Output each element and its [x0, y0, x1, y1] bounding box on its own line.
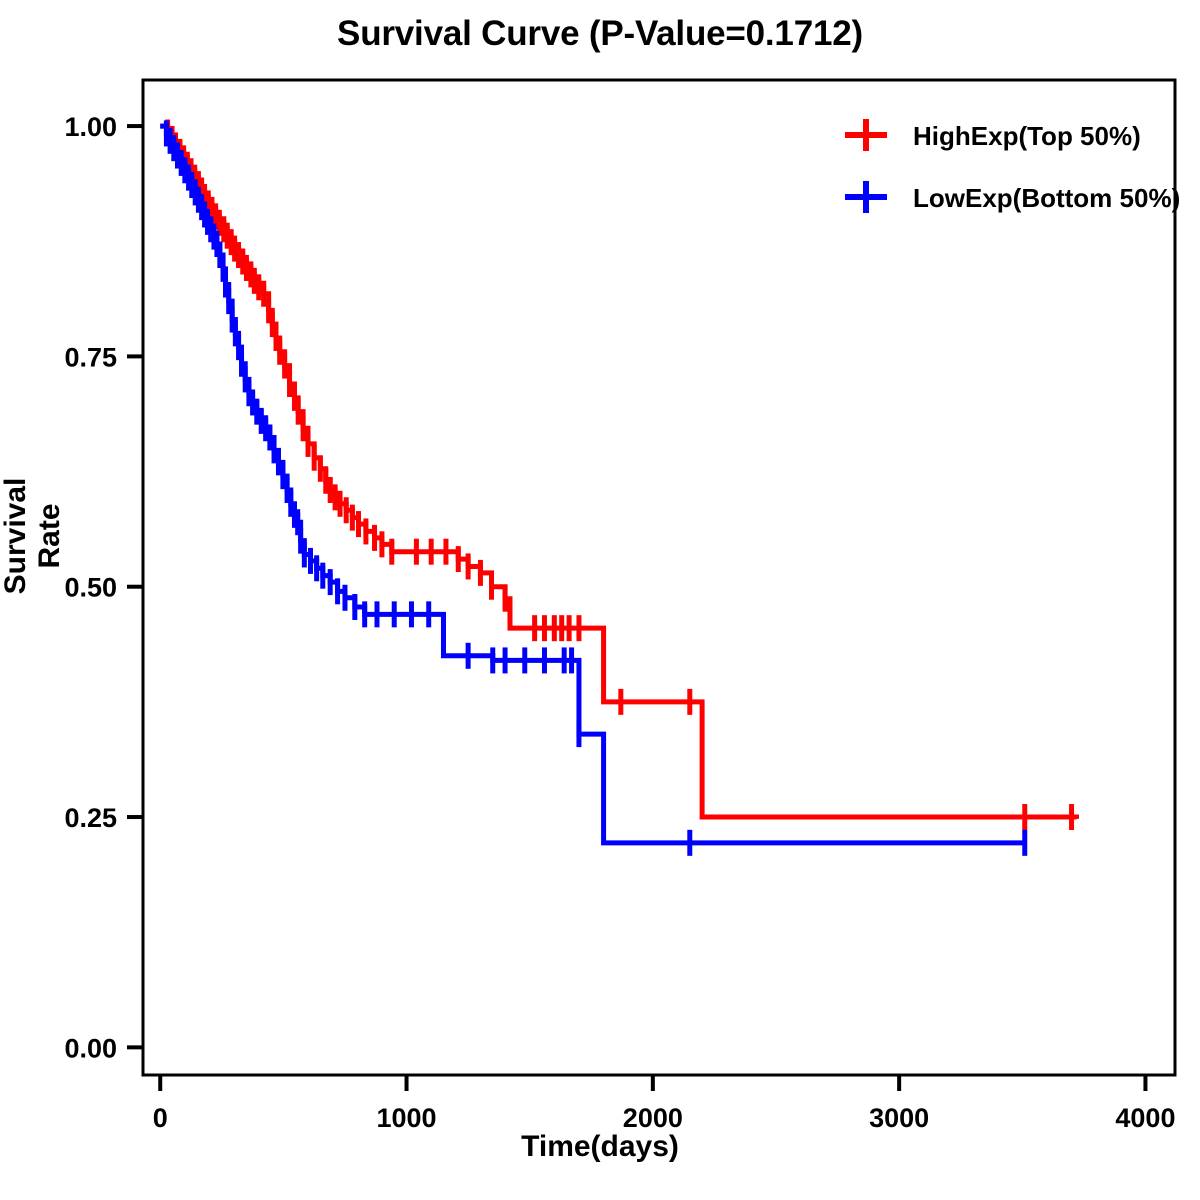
plot-frame	[141, 78, 1177, 1077]
series-line-low-exp	[160, 123, 1025, 846]
x-tick-label: 1000	[377, 1103, 437, 1133]
x-axis-title: Time(days)	[521, 1130, 679, 1163]
series-line-high-exp	[160, 123, 1079, 820]
y-tick-label: 0.25	[64, 803, 117, 833]
y-tick-label: 0.00	[64, 1033, 117, 1063]
y-tick-label: 0.75	[64, 342, 117, 372]
axes	[141, 78, 1177, 1077]
x-tick-label: 2000	[623, 1103, 683, 1133]
y-tick-label: 0.50	[64, 573, 117, 603]
legend-label: HighExp(Top 50%)	[913, 121, 1141, 151]
axis-ticks: 0 1000 2000 3000 4000 0.00 0.25 0.50 0.75 1.00	[64, 112, 1175, 1133]
legend-label: LowExp(Bottom 50%)	[913, 183, 1180, 213]
series-lines	[160, 119, 1079, 856]
legend: HighExp(Top 50%) LowExp(Bottom 50%)	[845, 119, 1180, 213]
page-title: Survival Curve (P-Value=0.1712)	[337, 14, 863, 53]
x-tick-label: 0	[153, 1103, 168, 1133]
x-tick-label: 4000	[1115, 1103, 1175, 1133]
y-tick-label: 1.00	[64, 112, 117, 142]
x-tick-label: 3000	[869, 1103, 929, 1133]
